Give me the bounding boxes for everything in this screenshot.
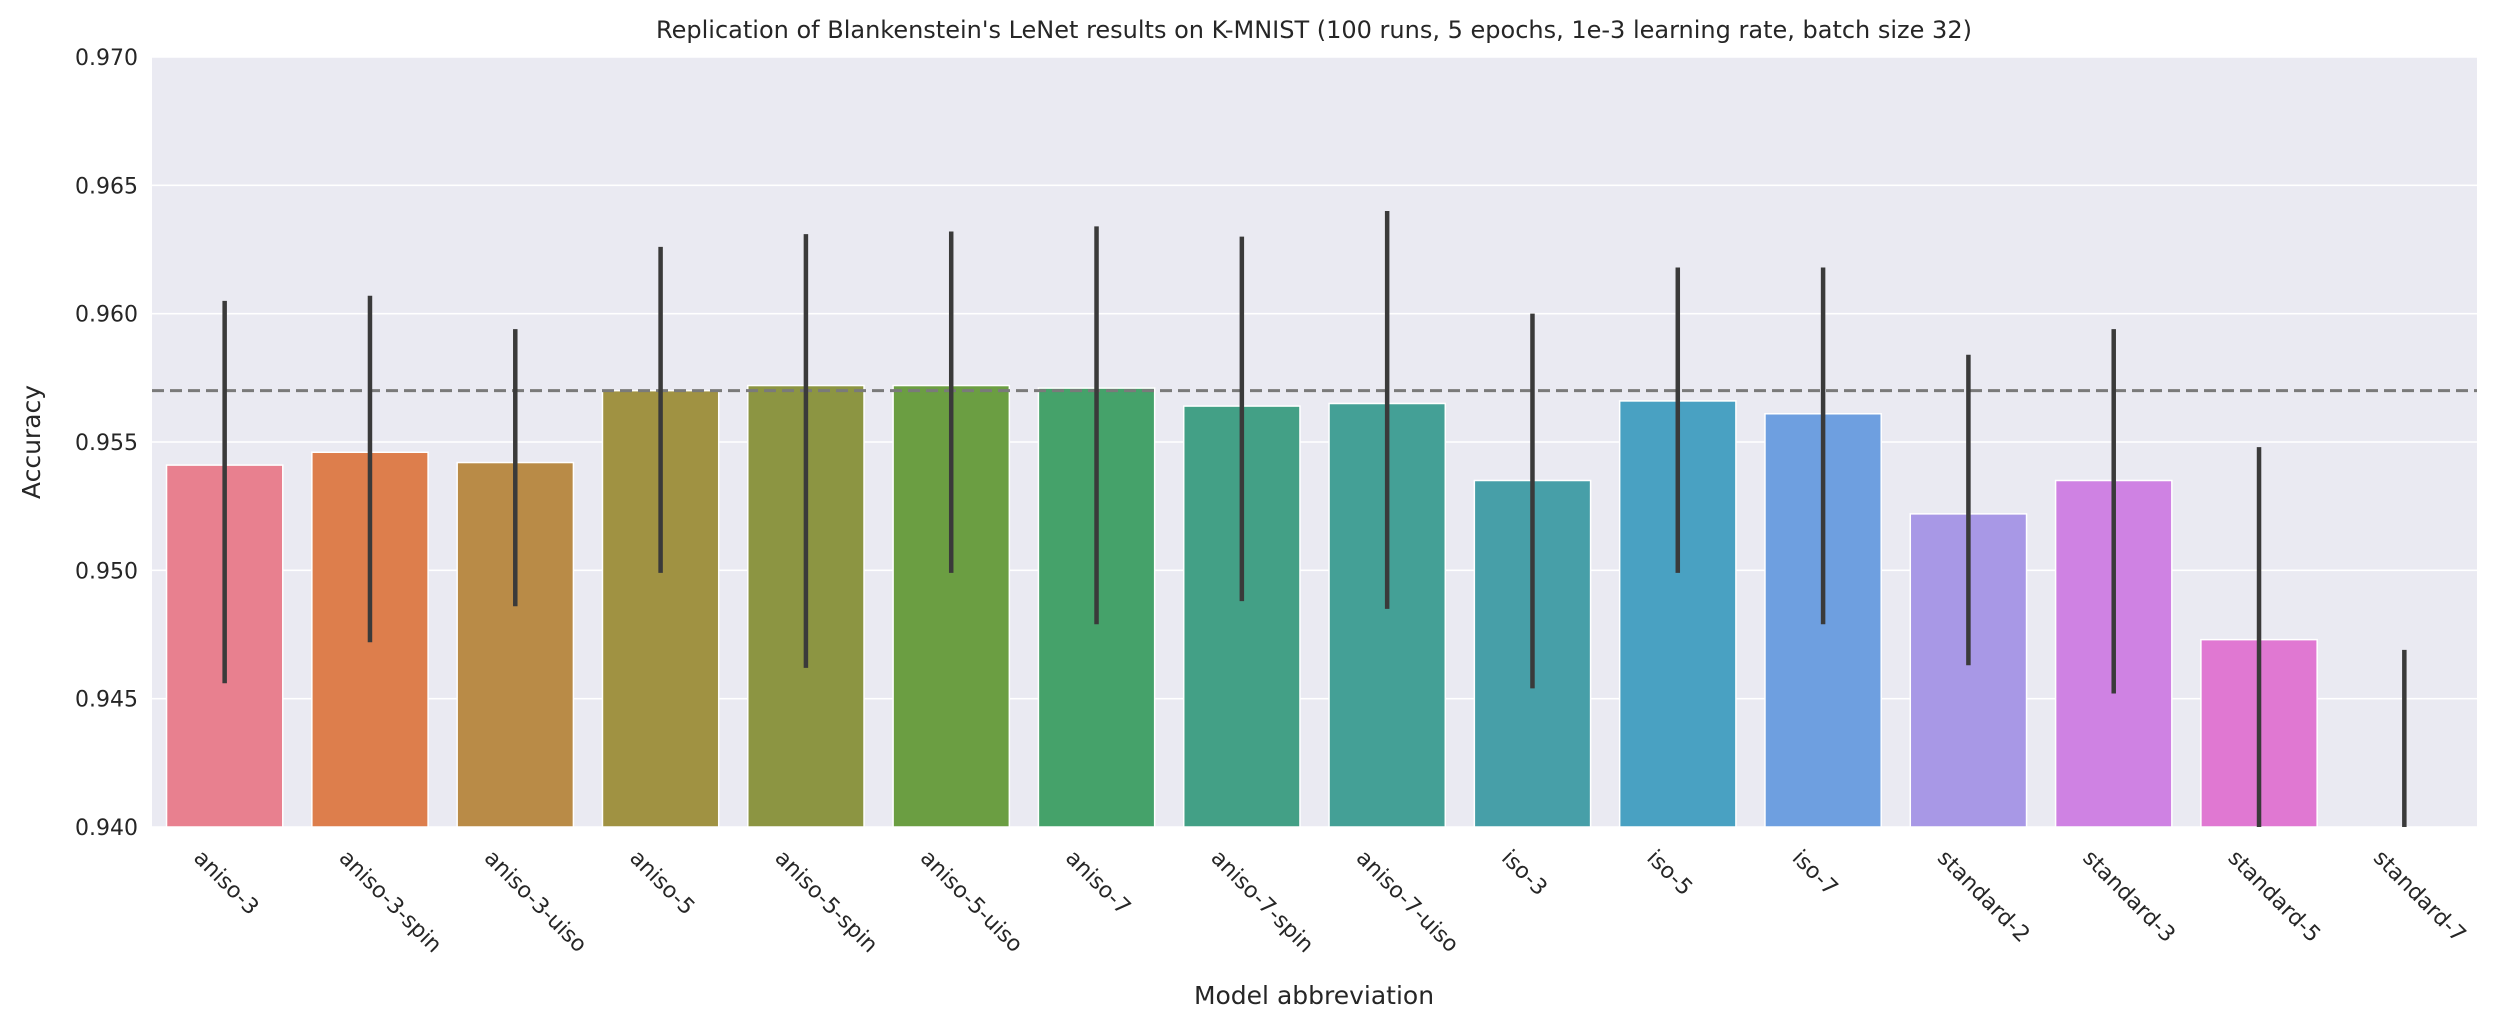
bar-aniso-3-uiso	[456, 461, 575, 828]
x-tick-label: standard-7	[2368, 846, 2470, 948]
x-tick-labels: aniso-3 aniso-3-spin aniso-3-uiso aniso-5 an…	[188, 846, 2470, 959]
x-tick-label: aniso-5-spin	[770, 846, 883, 959]
x-tick-label: iso-7	[1787, 846, 1842, 901]
y-tick-label: 0.970	[75, 46, 138, 71]
y-tick-label: 0.950	[75, 559, 138, 584]
y-tick-labels: 0.940 0.945 0.950 0.955 0.960 0.965 0.970	[75, 46, 138, 841]
error-bars	[222, 211, 2407, 827]
x-tick-label: standard-2	[1932, 846, 2034, 948]
x-axis-label: Model abbreviation	[1194, 981, 1434, 1010]
y-tick-label: 0.940	[75, 816, 138, 841]
x-tick-label: aniso-5-uiso	[915, 846, 1027, 958]
y-axis-label: Accuracy	[17, 385, 46, 499]
x-tick-label: aniso-7-uiso	[1351, 846, 1463, 958]
y-tick-label: 0.945	[75, 688, 138, 713]
y-tick-label: 0.960	[75, 303, 138, 328]
x-tick-label: aniso-3-spin	[334, 846, 447, 959]
x-tick-label: aniso-7-spin	[1206, 846, 1319, 959]
x-tick-label: standard-3	[2077, 846, 2179, 948]
x-tick-label: aniso-7	[1060, 846, 1135, 921]
x-tick-label: aniso-3-uiso	[479, 846, 591, 958]
x-tick-label: aniso-5	[624, 846, 699, 921]
x-tick-label: iso-3	[1496, 846, 1551, 901]
x-tick-label: standard-5	[2223, 846, 2325, 948]
y-tick-label: 0.965	[75, 174, 138, 199]
x-tick-label: aniso-3	[188, 846, 263, 921]
x-tick-label: iso-5	[1642, 846, 1697, 901]
chart-title: Replication of Blankenstein's LeNet resu…	[656, 16, 1972, 44]
y-tick-label: 0.955	[75, 431, 138, 456]
